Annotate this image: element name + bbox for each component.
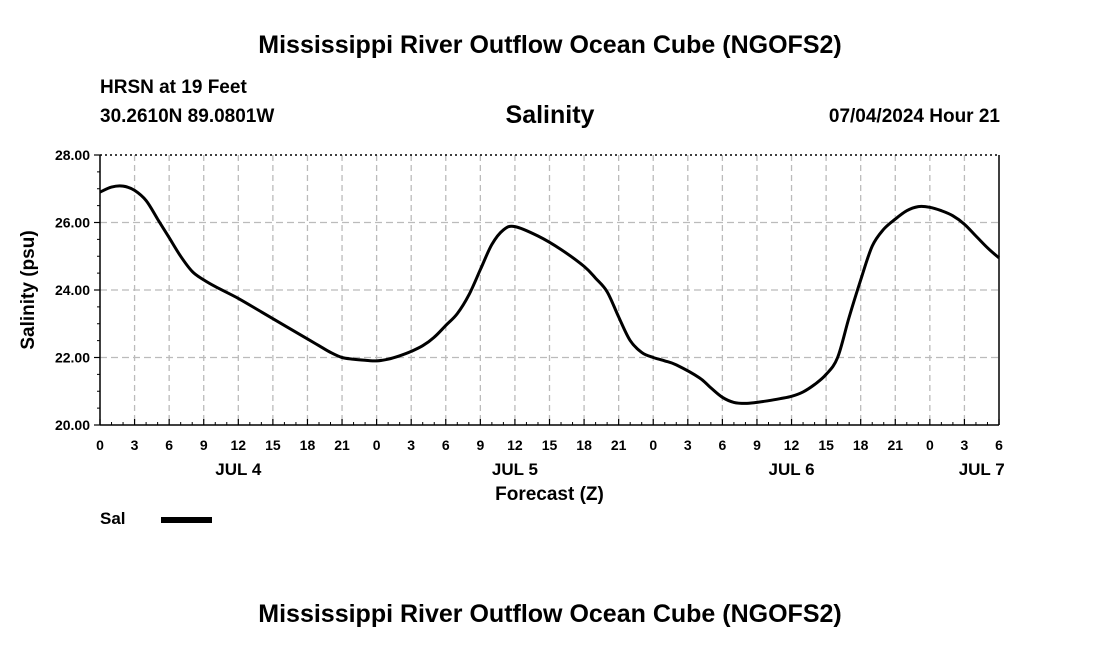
- x-day-label: JUL 7: [959, 460, 1005, 479]
- x-tick-label: 0: [96, 437, 104, 453]
- legend-line-swatch: [161, 517, 212, 523]
- y-tick-label: 22.00: [55, 350, 90, 366]
- x-tick-label: 18: [576, 437, 592, 453]
- legend-label: Sal: [100, 509, 126, 528]
- x-tick-label: 21: [611, 437, 627, 453]
- x-day-label: JUL 4: [215, 460, 262, 479]
- x-tick-label: 6: [442, 437, 450, 453]
- x-tick-label: 6: [165, 437, 173, 453]
- station-name: HRSN at 19 Feet: [100, 77, 247, 98]
- x-tick-label: 9: [476, 437, 484, 453]
- forecast-datetime: 07/04/2024 Hour 21: [828, 106, 1000, 127]
- x-tick-label: 0: [649, 437, 657, 453]
- chart-subtitle: Salinity: [505, 101, 595, 129]
- y-tick-label: 26.00: [55, 215, 90, 231]
- y-tick-label: 24.00: [55, 282, 90, 298]
- station-coords: 30.2610N 89.0801W: [100, 106, 275, 127]
- y-tick-label: 28.00: [55, 147, 90, 163]
- x-tick-label: 18: [853, 437, 869, 453]
- y-axis-label: Salinity (psu): [18, 230, 39, 349]
- x-tick-label: 0: [926, 437, 934, 453]
- x-tick-label: 12: [784, 437, 800, 453]
- x-tick-label: 3: [684, 437, 692, 453]
- x-tick-label: 3: [131, 437, 139, 453]
- x-axis-label: Forecast (Z): [495, 484, 604, 505]
- x-tick-label: 12: [507, 437, 523, 453]
- series-line-sal: [99, 184, 1000, 405]
- x-tick-label: 15: [265, 437, 281, 453]
- x-tick-label: 15: [818, 437, 834, 453]
- x-tick-label: 3: [961, 437, 969, 453]
- x-tick-label: 6: [995, 437, 1003, 453]
- x-tick-label: 0: [373, 437, 381, 453]
- y-tick-label: 20.00: [55, 417, 90, 433]
- x-tick-label: 9: [200, 437, 208, 453]
- chart-title: Mississippi River Outflow Ocean Cube (NG…: [258, 31, 842, 59]
- x-tick-label: 9: [753, 437, 761, 453]
- x-tick-label: 21: [887, 437, 903, 453]
- footer-title: Mississippi River Outflow Ocean Cube (NG…: [258, 600, 842, 628]
- x-tick-label: 6: [718, 437, 726, 453]
- x-tick-label: 3: [407, 437, 415, 453]
- x-day-label: JUL 5: [492, 460, 538, 479]
- x-day-label: JUL 6: [769, 460, 815, 479]
- x-tick-label: 15: [542, 437, 558, 453]
- x-tick-label: 21: [334, 437, 350, 453]
- x-tick-label: 12: [231, 437, 247, 453]
- x-tick-label: 18: [300, 437, 316, 453]
